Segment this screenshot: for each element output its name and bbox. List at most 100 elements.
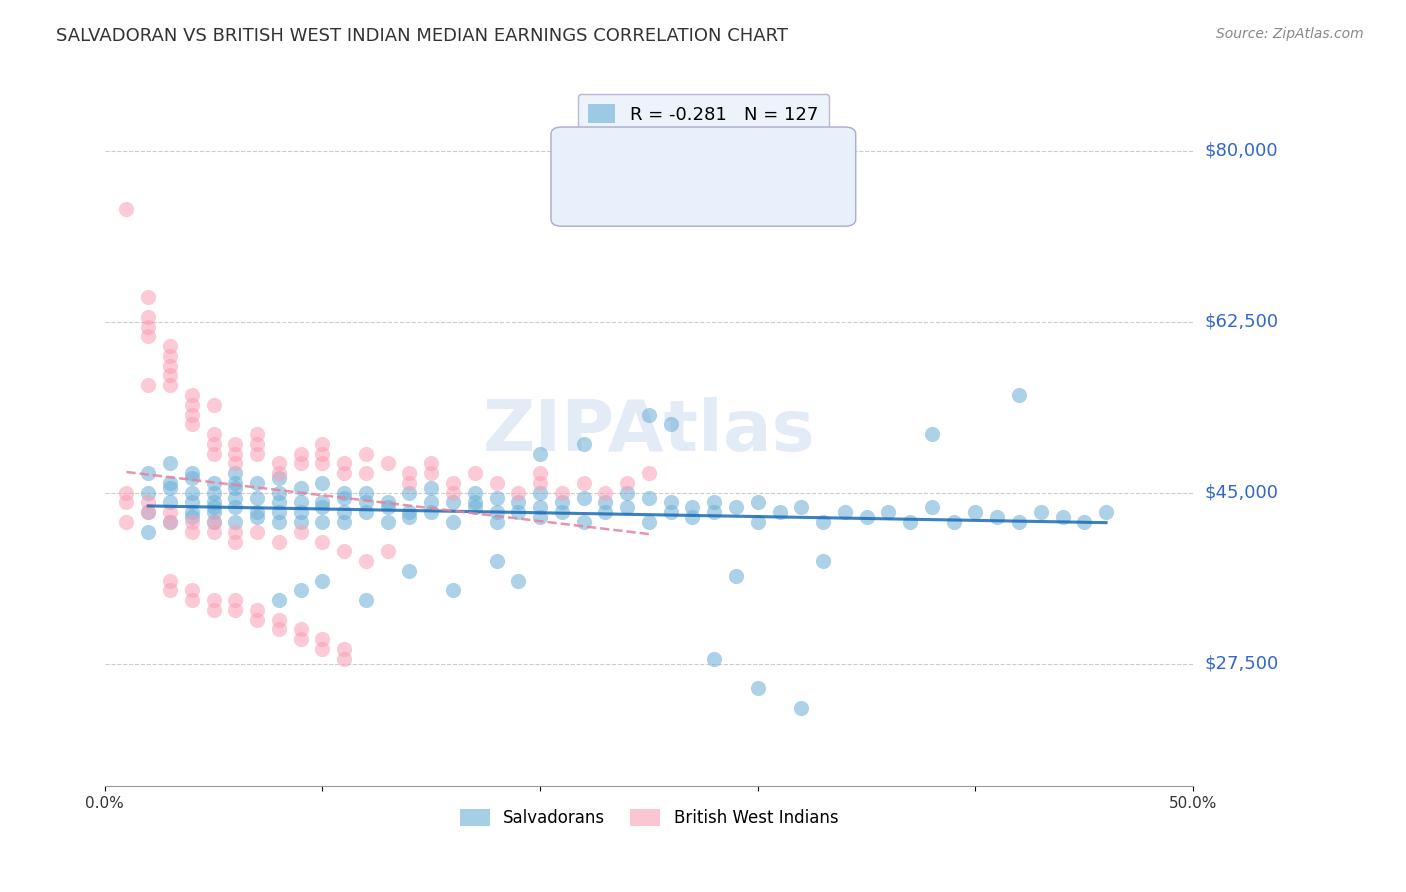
Point <box>703 495 725 509</box>
Point <box>768 505 790 519</box>
Point <box>224 500 246 515</box>
Point <box>921 500 943 515</box>
Point <box>267 466 290 480</box>
Point <box>485 491 508 505</box>
Point <box>747 681 769 695</box>
Point <box>202 524 225 539</box>
Point <box>529 485 551 500</box>
Point <box>159 378 181 392</box>
Text: $80,000: $80,000 <box>1205 142 1278 160</box>
Point <box>136 329 159 343</box>
Point <box>724 568 747 582</box>
Point <box>682 500 704 515</box>
Point <box>224 603 246 617</box>
Point <box>290 456 312 470</box>
Point <box>202 485 225 500</box>
Point <box>333 485 356 500</box>
Point <box>441 475 464 490</box>
Point <box>398 466 420 480</box>
Point <box>311 515 333 529</box>
Point <box>377 456 399 470</box>
Point <box>508 574 530 588</box>
Point <box>311 437 333 451</box>
Point <box>159 339 181 353</box>
Point <box>180 408 202 422</box>
Point <box>398 485 420 500</box>
Point <box>551 505 574 519</box>
Point <box>267 534 290 549</box>
Point <box>136 524 159 539</box>
Point <box>572 475 595 490</box>
Point <box>354 554 377 568</box>
Point <box>333 642 356 657</box>
Point <box>224 524 246 539</box>
Point <box>485 515 508 529</box>
Text: $27,500: $27,500 <box>1205 655 1278 673</box>
Point <box>1095 505 1118 519</box>
Point <box>246 491 269 505</box>
Point <box>377 500 399 515</box>
Point <box>246 613 269 627</box>
Point <box>485 505 508 519</box>
Point <box>398 564 420 578</box>
Point <box>333 505 356 519</box>
Point <box>136 505 159 519</box>
Point <box>595 505 617 519</box>
Point <box>115 202 138 217</box>
Point <box>267 505 290 519</box>
Point <box>224 475 246 490</box>
Point <box>159 574 181 588</box>
Point <box>180 398 202 412</box>
Point <box>464 495 486 509</box>
Point <box>595 495 617 509</box>
Point <box>834 505 856 519</box>
Point <box>377 544 399 558</box>
Point <box>333 466 356 480</box>
Point <box>136 310 159 324</box>
Point <box>1052 510 1074 524</box>
Point <box>290 515 312 529</box>
Point <box>246 447 269 461</box>
Point <box>202 437 225 451</box>
Point <box>377 495 399 509</box>
Point <box>267 623 290 637</box>
Point <box>747 515 769 529</box>
Point <box>180 466 202 480</box>
Point <box>529 475 551 490</box>
Point <box>246 427 269 442</box>
Point <box>354 505 377 519</box>
Point <box>159 495 181 509</box>
Point <box>180 485 202 500</box>
Point <box>333 544 356 558</box>
Point <box>202 398 225 412</box>
Point <box>616 500 638 515</box>
Point <box>420 505 443 519</box>
Point <box>572 515 595 529</box>
Point <box>354 593 377 607</box>
Point <box>464 485 486 500</box>
Point <box>267 471 290 485</box>
Point <box>420 466 443 480</box>
Point <box>159 368 181 383</box>
Point <box>180 515 202 529</box>
Point <box>136 378 159 392</box>
Point <box>290 623 312 637</box>
Point <box>159 349 181 363</box>
Point <box>441 495 464 509</box>
Point <box>595 485 617 500</box>
Point <box>464 466 486 480</box>
Point <box>333 456 356 470</box>
Point <box>703 652 725 666</box>
Point <box>638 466 661 480</box>
Point <box>159 583 181 598</box>
Point <box>441 515 464 529</box>
Point <box>311 500 333 515</box>
Point <box>202 495 225 509</box>
Point <box>136 485 159 500</box>
Point <box>572 437 595 451</box>
Point <box>267 495 290 509</box>
Point <box>224 481 246 495</box>
Point <box>136 319 159 334</box>
Point <box>398 510 420 524</box>
Point <box>529 447 551 461</box>
